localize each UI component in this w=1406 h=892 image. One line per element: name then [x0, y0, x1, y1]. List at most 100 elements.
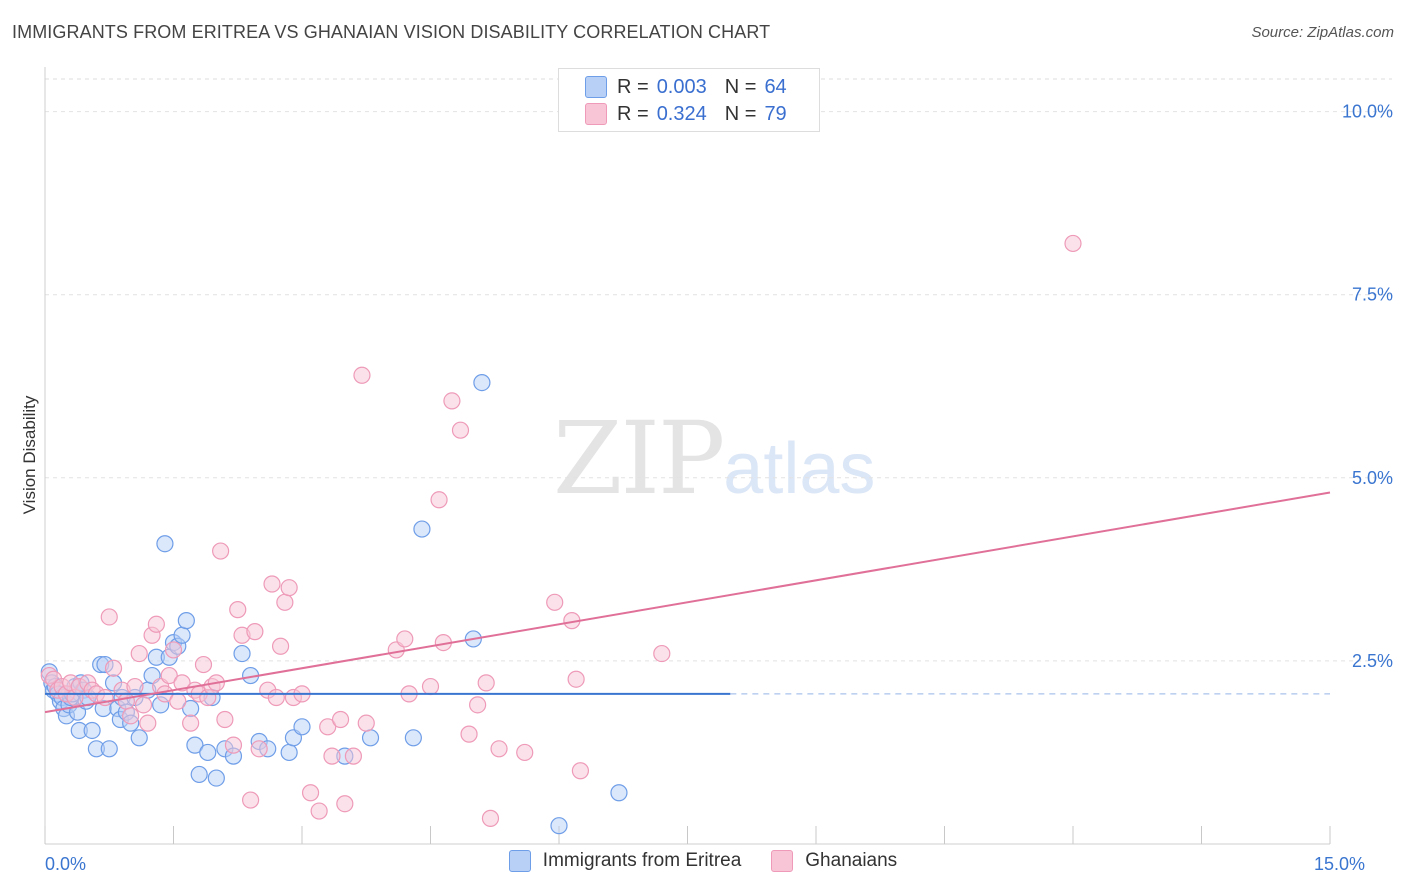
- eritrea-point: [177, 612, 195, 630]
- ghanaians-point: [104, 659, 123, 677]
- ghanaians-point: [216, 710, 234, 729]
- ghanaians-point: [139, 714, 157, 732]
- eritrea-point: [83, 721, 101, 740]
- x-tick-label: 0.0%: [45, 854, 86, 874]
- ghanaians-point: [276, 593, 294, 611]
- ghanaians-point: [323, 747, 341, 765]
- eritrea-point: [186, 736, 204, 754]
- ghanaians-point: [319, 718, 337, 736]
- y-tick-label: 7.5%: [1352, 285, 1393, 305]
- ghanaians-point: [169, 692, 187, 710]
- ghanaians-point: [280, 579, 298, 597]
- eritrea-point: [280, 743, 298, 762]
- y-tick-label: 2.5%: [1352, 651, 1393, 671]
- y-tick-label: 10.0%: [1342, 102, 1393, 122]
- ghanaians-point: [353, 366, 371, 384]
- ghanaians-point: [443, 392, 461, 410]
- eritrea-point: [190, 765, 208, 784]
- legend-label-ghanaians: Ghanaians: [805, 850, 898, 871]
- r-label: R =: [617, 102, 649, 125]
- ghanaians-point: [653, 644, 671, 663]
- eritrea-point: [293, 718, 311, 736]
- ghanaians-point: [134, 696, 153, 714]
- ghanaians-point: [477, 674, 495, 692]
- eritrea-point: [207, 769, 225, 787]
- stats-row-eritrea: R = 0.003 N = 64: [585, 75, 787, 99]
- ghanaians-point: [164, 641, 183, 659]
- ghanaians-point: [430, 491, 448, 509]
- legend-label-eritrea: Immigrants from Eritrea: [542, 850, 742, 871]
- ghanaians-point: [336, 795, 354, 813]
- ghanaians-point: [212, 542, 230, 560]
- ghanaians-point: [301, 784, 320, 802]
- n-value: 64: [764, 75, 787, 98]
- ghanaians-point: [469, 696, 487, 714]
- eritrea-point: [100, 740, 118, 758]
- eritrea-point: [233, 644, 251, 663]
- ghanaians-point: [344, 747, 362, 765]
- watermark-zip: ZIP: [553, 400, 725, 517]
- y-tick-label: 5.0%: [1352, 468, 1393, 488]
- watermark-atlas: atlas: [723, 429, 876, 509]
- eritrea-point: [173, 626, 191, 644]
- ghanaians-point: [229, 601, 247, 619]
- ghanaians-point: [421, 677, 440, 696]
- ghanaians-point: [246, 623, 264, 641]
- eritrea-point: [199, 743, 217, 762]
- ghanaians-point: [250, 740, 268, 758]
- ghanaians-point: [396, 630, 414, 648]
- legend-swatch-ghanaians: [585, 103, 607, 125]
- ghanaians-point: [460, 725, 478, 743]
- eritrea-point: [610, 784, 628, 802]
- ghanaians-point: [481, 809, 500, 827]
- ghanaians-point: [546, 593, 564, 611]
- ghanaians-point: [451, 421, 470, 439]
- ghanaians-point: [194, 655, 213, 674]
- stats-legend: R = 0.003 N = 64 R = 0.324 N = 79: [558, 68, 820, 132]
- series-legend: Immigrants from Eritrea Ghanaians: [0, 850, 1406, 872]
- ghanaians-point: [567, 670, 585, 688]
- ghanaians-point: [100, 608, 118, 626]
- eritrea-point: [413, 520, 431, 538]
- ghanaians-point: [357, 714, 375, 732]
- ghanaians-point: [267, 688, 285, 707]
- eritrea-point: [156, 535, 174, 553]
- legend-swatch-ghanaians: [771, 850, 794, 872]
- legend-item-eritrea: Immigrants from Eritrea: [508, 850, 742, 872]
- legend-swatch-eritrea: [585, 76, 607, 98]
- ghanaians-point: [224, 736, 243, 754]
- ghanaians-point: [271, 637, 290, 655]
- ghanaians-point: [242, 791, 260, 809]
- watermark: ZIPatlas: [553, 400, 875, 517]
- r-label: R =: [617, 75, 649, 98]
- legend-swatch-eritrea: [508, 850, 531, 872]
- eritrea-point: [361, 729, 380, 747]
- ghanaians-point: [182, 714, 200, 732]
- eritrea-point: [550, 817, 568, 835]
- chart-title: IMMIGRANTS FROM ERITREA VS GHANAIAN VISI…: [12, 22, 771, 42]
- ghanaians-point: [173, 674, 191, 692]
- ghanaians-point: [130, 644, 148, 663]
- ghanaians-point: [122, 707, 140, 725]
- ghanaians-point: [310, 802, 328, 820]
- ghanaians-point: [126, 677, 144, 696]
- stats-row-ghanaians: R = 0.324 N = 79: [585, 102, 787, 126]
- ghanaians-point: [147, 615, 165, 633]
- ghanaians-point: [516, 743, 534, 762]
- r-value: 0.003: [656, 75, 707, 98]
- n-label: N =: [724, 102, 757, 125]
- ghanaians-point: [331, 710, 350, 729]
- n-label: N =: [724, 75, 757, 98]
- ghanaians-point: [490, 740, 508, 758]
- legend-item-ghanaians: Ghanaians: [771, 850, 897, 872]
- ghanaians-point: [1064, 234, 1082, 253]
- eritrea-point: [130, 729, 148, 747]
- x-tick-label: 15.0%: [1314, 854, 1365, 874]
- ghanaians-point: [117, 692, 135, 710]
- ghanaians-point: [263, 575, 281, 593]
- n-value: 79: [764, 102, 787, 125]
- ghanaians-point: [571, 762, 590, 780]
- source-label: Source: ZipAtlas.com: [1251, 24, 1394, 41]
- eritrea-point: [473, 374, 491, 392]
